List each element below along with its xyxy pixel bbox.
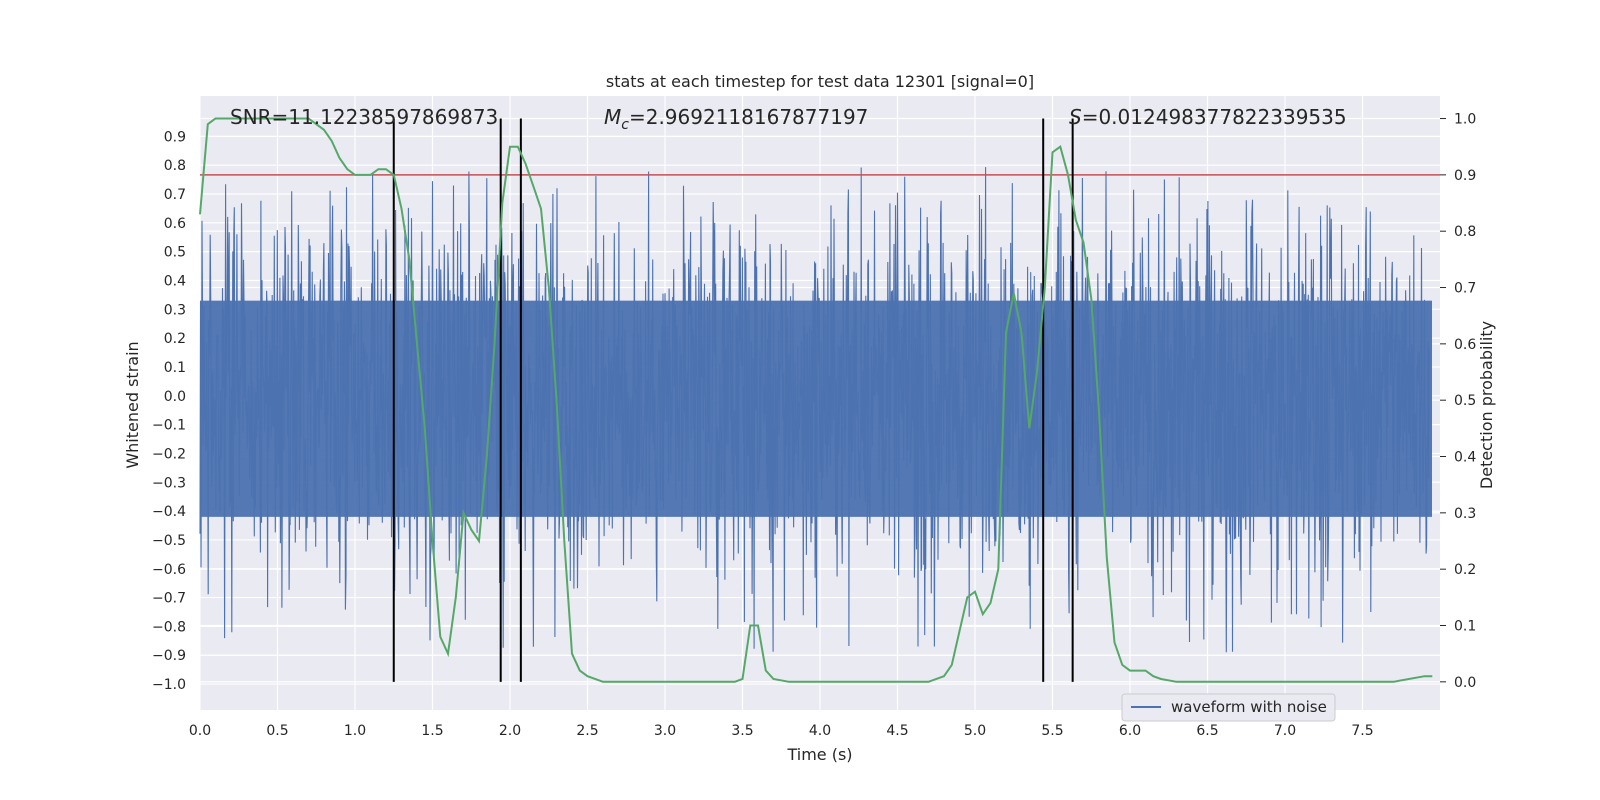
probability-line	[199, 117, 1433, 683]
x-tick-label: 6.5	[1196, 723, 1218, 739]
y-tick-label: −0.9	[152, 648, 186, 664]
y-tick-label: −1.0	[152, 677, 186, 693]
y-right-tick-label: 0.5	[1454, 393, 1476, 409]
y-tick-label: −0.2	[152, 446, 186, 462]
y-tick-label: 0.3	[164, 302, 186, 318]
x-tick-label: 4.5	[886, 723, 908, 739]
x-tick-label: 5.5	[1041, 723, 1063, 739]
x-tick-label: 1.5	[421, 723, 443, 739]
vertical-markers	[392, 118, 1074, 682]
x-tick-label: 0.0	[189, 723, 211, 739]
x-tick-label: 2.5	[576, 723, 598, 739]
y-right-tick-label: 0.8	[1454, 224, 1476, 240]
y-tick-label: −0.1	[152, 418, 186, 434]
y-tick-label: 0.1	[164, 360, 186, 376]
y-tick-label: 0.4	[164, 273, 186, 289]
y-tick-label: 0.5	[164, 245, 186, 261]
y-right-tick-label: 0.1	[1454, 619, 1476, 635]
y-axis-label: Whitened strain	[123, 341, 142, 468]
waveform-envelope	[200, 300, 1432, 517]
x-tick-label: 3.0	[654, 723, 676, 739]
legend-label: waveform with noise	[1171, 698, 1327, 716]
x-tick-label: 7.0	[1274, 723, 1296, 739]
y-tick-label: −0.7	[152, 591, 186, 607]
y-right-tick-label: 0.6	[1454, 337, 1476, 353]
snr-annotation: SNR=11.12238597869873	[230, 105, 498, 129]
x-tick-label: 0.5	[266, 723, 288, 739]
x-tick-label: 7.5	[1351, 723, 1373, 739]
x-tick-label: 4.0	[809, 723, 831, 739]
y-axis-ticks: 0.9 0.8 0.7 0.6 0.5 0.4 0.3 0.2 0.1 0.0 −0.1 −0.2 −0…	[152, 129, 186, 693]
s-symbol: S	[1069, 105, 1082, 129]
y-right-tick-label: 0.3	[1454, 506, 1476, 522]
chirp-mass-annotation: Mc=2.9692118167877197	[604, 105, 868, 133]
y-right-tick-label: 0.7	[1454, 281, 1476, 297]
y-right-tick-label: 0.0	[1454, 675, 1476, 691]
chirp-mass-value: =2.9692118167877197	[629, 105, 868, 129]
chirp-mass-subscript: c	[621, 117, 629, 133]
y-tick-label: −0.5	[152, 533, 186, 549]
y-tick-label: 0.6	[164, 216, 186, 232]
waveform-series	[199, 166, 1432, 653]
x-axis-label: Time (s)	[786, 745, 852, 764]
s-value: =0.012498377822339535	[1082, 105, 1347, 129]
x-tick-label: 6.0	[1119, 723, 1141, 739]
y-tick-label: 0.2	[164, 331, 186, 347]
chirp-mass-symbol: M	[604, 105, 621, 129]
y-right-tick-label: 0.9	[1454, 168, 1476, 184]
y-right-tick-label: 0.4	[1454, 450, 1476, 466]
y-tick-label: 0.0	[164, 389, 186, 405]
x-tick-label: 2.0	[499, 723, 521, 739]
y-axis-right-ticks: 1.0 0.9 0.8 0.7 0.6 0.5 0.4 0.3 0.2 0.1 0.0	[1440, 112, 1476, 691]
y-tick-label: −0.8	[152, 619, 186, 635]
probability-series	[199, 117, 1433, 683]
y-tick-label: −0.3	[152, 475, 186, 491]
y-axis-right-label: Detection probability	[1477, 321, 1496, 489]
y-right-tick-label: 0.2	[1454, 562, 1476, 578]
y-tick-label: 0.9	[164, 129, 186, 145]
chart-title: stats at each timestep for test data 123…	[606, 72, 1034, 91]
y-tick-label: −0.6	[152, 562, 186, 578]
x-tick-label: 5.0	[964, 723, 986, 739]
y-right-tick-label: 1.0	[1454, 112, 1476, 128]
y-tick-label: 0.7	[164, 187, 186, 203]
y-tick-label: 0.8	[164, 158, 186, 174]
y-tick-label: −0.4	[152, 504, 186, 520]
x-tick-label: 1.0	[344, 723, 366, 739]
x-tick-label: 3.5	[731, 723, 753, 739]
s-annotation: S=0.012498377822339535	[1069, 105, 1347, 129]
legend-box	[1121, 693, 1336, 722]
x-axis-ticks: 0.0 0.5 1.0 1.5 2.0 2.5 3.0 3.5 4.0 4.5 5.0 5.5 6.0 6…	[189, 723, 1374, 739]
legend: waveform with noise	[1121, 693, 1336, 722]
